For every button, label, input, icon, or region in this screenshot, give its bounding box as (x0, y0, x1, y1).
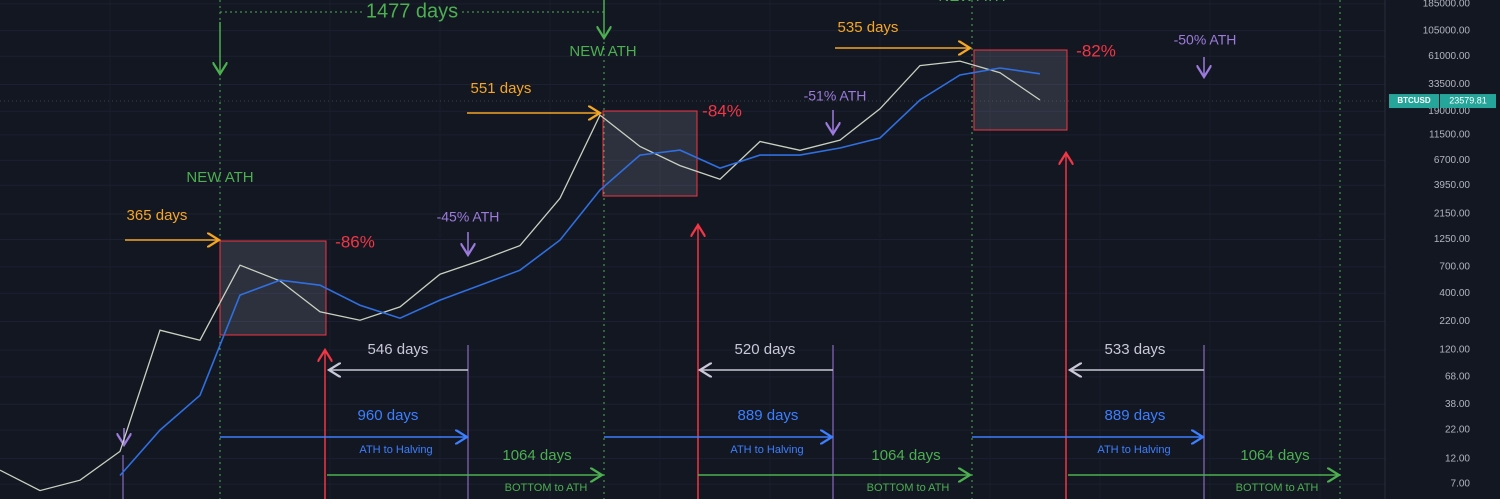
annotation: 1064 days (1240, 447, 1309, 464)
annotation: 1064 days (502, 447, 571, 464)
y-tick-label: 68.00 (1445, 371, 1470, 382)
annotation: BOTTOM to ATH (505, 482, 588, 494)
annotation: 889 days (738, 407, 799, 424)
y-tick-label: 61000.00 (1428, 51, 1470, 62)
y-tick-label: 19000.00 (1428, 106, 1470, 117)
labels: 185000.00 105000.00 61000.00 33500.00 19000.… (127, 0, 1496, 494)
annotation: ATH to Halving (730, 444, 803, 456)
annotation: -45% ATH (437, 209, 500, 225)
moving-average (119, 67, 1041, 477)
annotation: NEW ATH (569, 43, 636, 60)
annotation: BOTTOM to ATH (1236, 482, 1319, 494)
price-tag-value: 23579.81 (1449, 95, 1487, 105)
annotation: 960 days (358, 407, 419, 424)
annotation: -51% ATH (804, 88, 867, 104)
y-tick-label: 220.00 (1439, 316, 1470, 327)
annotation: -50% ATH (1174, 32, 1237, 48)
y-tick-label: 12.00 (1445, 453, 1470, 464)
annotation: NEW ATH (186, 169, 253, 186)
price-tag-symbol: BTCUSD (1397, 96, 1431, 105)
y-tick-label: 2150.00 (1434, 209, 1471, 220)
annotation: NEW ATH (938, 0, 1005, 5)
annotation: 551 days (471, 80, 532, 97)
y-tick-label: 38.00 (1445, 399, 1470, 410)
drawdown-box (973, 49, 1068, 131)
price-axis (1385, 0, 1500, 499)
y-tick-label: 120.00 (1439, 345, 1470, 356)
y-tick-label: 33500.00 (1428, 79, 1470, 90)
annotation: 546 days (368, 341, 429, 358)
y-tick-label: 3950.00 (1434, 180, 1471, 191)
y-tick-label: 7.00 (1451, 479, 1471, 490)
annotation: 533 days (1105, 341, 1166, 358)
annotation: 889 days (1105, 407, 1166, 424)
annotation: 1477 days (366, 0, 458, 22)
annotation: -82% (1076, 41, 1116, 60)
y-tick-label: 400.00 (1439, 288, 1470, 299)
y-tick-label: 105000.00 (1423, 25, 1471, 36)
y-tick-label: 11500.00 (1429, 130, 1470, 141)
y-tick-label: 6700.00 (1434, 155, 1471, 166)
grid (0, 3, 1385, 485)
drawdown-box (219, 240, 327, 336)
annotation: 365 days (127, 207, 188, 224)
y-tick-label: 700.00 (1439, 262, 1470, 273)
price-tag-box (1440, 94, 1496, 109)
y-tick-label: 1250.00 (1434, 234, 1471, 245)
annotation: 520 days (735, 341, 796, 358)
series (0, 60, 1041, 492)
annotation: ATH to Halving (1097, 444, 1170, 456)
price-line (0, 60, 1041, 492)
annotation: -86% (335, 232, 375, 251)
y-tick-label: 185000.00 (1423, 0, 1471, 10)
annotation: 1064 days (871, 447, 940, 464)
annotation: 535 days (838, 19, 899, 36)
annotation: ATH to Halving (359, 444, 432, 456)
annotation: -84% (702, 101, 742, 120)
annotation: BOTTOM to ATH (867, 482, 950, 494)
y-tick-label: 22.00 (1445, 425, 1470, 436)
price-tag-symbol-box (1389, 94, 1439, 109)
